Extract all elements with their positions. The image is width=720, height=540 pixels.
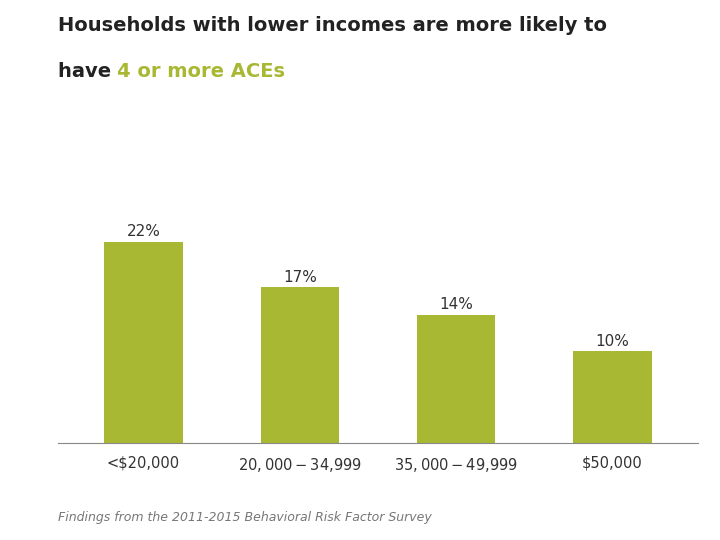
Bar (417, 315, 495, 443)
Text: 14%: 14% (439, 297, 473, 312)
Text: 22%: 22% (127, 224, 161, 239)
Text: Findings from the 2011-2015 Behavioral Risk Factor Survey: Findings from the 2011-2015 Behavioral R… (58, 511, 431, 524)
Text: 17%: 17% (283, 269, 317, 285)
Bar (573, 352, 652, 443)
Text: Households with lower incomes are more likely to: Households with lower incomes are more l… (58, 16, 606, 35)
Text: 10%: 10% (595, 334, 629, 349)
Text: have: have (58, 62, 117, 81)
Text: 4 or more ACEs: 4 or more ACEs (117, 62, 285, 81)
Bar (261, 287, 339, 443)
Bar (104, 242, 183, 443)
